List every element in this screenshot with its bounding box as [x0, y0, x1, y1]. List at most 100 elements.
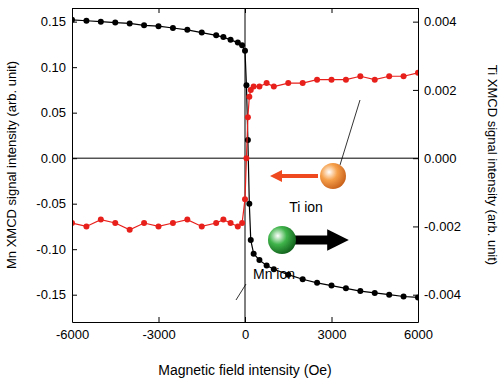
y2-tick-label: 0.004 [424, 14, 457, 29]
tick: -0.15 [36, 287, 77, 302]
data-point [246, 201, 252, 207]
data-point [248, 237, 254, 243]
y2-tick [413, 226, 418, 227]
tick: -0.004 [413, 287, 461, 302]
x-axis: -6000-3000030006000 [56, 317, 433, 342]
tick: -0.10 [36, 242, 77, 257]
data-point [156, 23, 162, 29]
data-point [239, 220, 245, 226]
y2-tick-label: -0.004 [424, 287, 461, 302]
data-point [170, 25, 176, 31]
data-point [372, 290, 378, 296]
tick: 0 [242, 317, 249, 342]
tick: 0.00 [41, 151, 77, 166]
data-point [141, 220, 147, 226]
data-point [98, 217, 104, 223]
data-point [300, 276, 306, 282]
x-tick-label: 3000 [318, 327, 347, 342]
y-tick [72, 295, 77, 296]
data-point [141, 22, 147, 28]
data-point [386, 292, 392, 298]
x-tick-label: -3000 [142, 327, 175, 342]
data-point [127, 227, 133, 233]
data-point [271, 84, 277, 90]
y-axis-title: Mn XMCD signal intensity (arb. unit) [4, 61, 19, 269]
data-point [127, 20, 133, 26]
data-point [83, 18, 89, 24]
y-tick [72, 22, 77, 23]
data-point [213, 32, 219, 38]
data-point [220, 217, 226, 223]
ion-arrow [276, 174, 318, 178]
series-line [72, 73, 418, 230]
data-point [199, 223, 205, 229]
tick: 0.002 [413, 83, 457, 98]
tick: 0.10 [41, 60, 77, 75]
x-tick [332, 317, 333, 322]
data-point [401, 73, 407, 79]
y-tick-label: -0.15 [36, 287, 66, 302]
x-tick-label: 0 [242, 327, 249, 342]
data-point [199, 30, 205, 36]
data-point [357, 73, 363, 79]
data-point [83, 223, 89, 229]
tick: -0.002 [413, 219, 461, 234]
y-tick [72, 249, 77, 250]
data-point [372, 77, 378, 83]
axis-line [72, 9, 73, 323]
y-tick [72, 113, 77, 114]
y-tick-label: -0.10 [36, 242, 66, 257]
data-point [170, 220, 176, 226]
data-point [256, 257, 262, 263]
y2-tick-label: 0.000 [424, 151, 457, 166]
data-point [314, 77, 320, 83]
data-point [415, 70, 418, 76]
data-point [228, 220, 234, 226]
y2-tick [413, 295, 418, 296]
y2-tick [413, 158, 418, 159]
data-point [239, 42, 245, 48]
y2-tick [413, 22, 418, 23]
x-tick [245, 8, 246, 13]
x-tick [159, 8, 160, 13]
data-point [213, 220, 219, 226]
series-line [72, 20, 418, 298]
data-point [112, 20, 118, 26]
tick: -3000 [142, 317, 175, 342]
data-point [357, 288, 363, 294]
data-point [314, 280, 320, 286]
data-point [386, 73, 392, 79]
y2-axis-title: Ti XMCD signal intensity (arb. unit) [485, 65, 500, 265]
y-tick-label: 0.00 [41, 151, 66, 166]
y2-tick-label: -0.002 [424, 219, 461, 234]
data-point [343, 77, 349, 83]
x-tick-label: -6000 [56, 327, 89, 342]
data-point [285, 80, 291, 86]
data-point [156, 223, 162, 229]
data-point [401, 294, 407, 300]
data-point [98, 19, 104, 25]
data-point [243, 82, 249, 88]
data-point [329, 283, 335, 289]
data-point [329, 77, 335, 83]
tick: 0.004 [413, 14, 457, 29]
tick: 0.000 [413, 151, 457, 166]
axis-line [73, 322, 419, 323]
tick: 0.15 [41, 14, 77, 29]
data-point [251, 84, 257, 90]
tick [245, 8, 246, 13]
data-point [245, 114, 251, 120]
tick [159, 8, 160, 13]
data-point [184, 217, 190, 223]
x-axis-title: Magnetic field intensity (Oe) [158, 362, 332, 378]
y-tick [72, 158, 77, 159]
data-point [256, 84, 262, 90]
data-point [184, 27, 190, 33]
y-tick-label: 0.15 [41, 14, 66, 29]
tick [332, 8, 333, 13]
x-tick [159, 317, 160, 322]
ion-arrow [290, 236, 338, 245]
data-point [264, 80, 270, 86]
data-point [220, 34, 226, 40]
y-tick-label: 0.05 [41, 105, 66, 120]
